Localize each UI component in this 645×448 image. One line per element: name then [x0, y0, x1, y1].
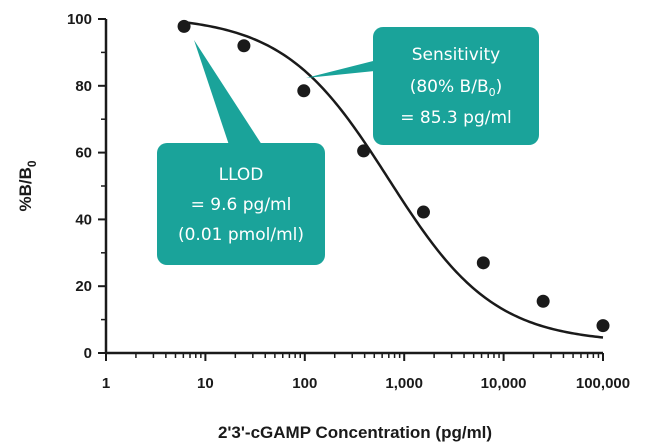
callout-llod-line2: = 9.6 pg/ml [191, 195, 292, 215]
callout-sensitivity-pointer [306, 58, 385, 78]
data-point [177, 19, 191, 33]
y-tick-label: 60 [75, 145, 92, 162]
callout-llod-line1: LLOD [219, 165, 264, 185]
tick-labels: 0 20 40 60 80 100 1 10 100 1,000 10,000 100,000 [67, 11, 630, 392]
x-tick-label: 100 [292, 375, 317, 392]
callout-sensitivity-line2: (80% B/B0) [410, 77, 503, 99]
data-point [476, 256, 490, 270]
callout-sensitivity-line3: = 85.3 pg/ml [400, 108, 512, 128]
y-tick-label: 80 [75, 78, 92, 95]
y-axis-title: %B/B0 [16, 160, 39, 211]
callout-sensitivity-box [373, 27, 539, 145]
callout-llod-pointer [194, 40, 264, 148]
x-tick-label: 1,000 [385, 375, 423, 392]
data-point [416, 205, 430, 219]
callout-llod-box [157, 143, 325, 265]
data-point [357, 144, 371, 158]
data-point [237, 39, 251, 53]
y-tick-label: 40 [75, 211, 92, 228]
data-point [596, 319, 610, 333]
x-tick-label: 1 [102, 375, 110, 392]
y-tick-label: 0 [84, 345, 92, 362]
callout-llod-line3: (0.01 pmol/ml) [178, 225, 304, 245]
data-point [297, 84, 311, 98]
callout-sensitivity: Sensitivity (80% B/B0) = 85.3 pg/ml [306, 27, 539, 145]
y-tick-label: 20 [75, 278, 92, 295]
x-axis-title: 2'3'-cGAMP Concentration (pg/ml) [218, 423, 492, 442]
data-point [536, 294, 550, 308]
fit-curve [183, 20, 604, 339]
y-tick-label: 100 [67, 11, 92, 28]
callout-sensitivity-line1: Sensitivity [412, 45, 501, 65]
x-tick-label: 10,000 [481, 375, 527, 392]
callout-llod: LLOD = 9.6 pg/ml (0.01 pmol/ml) [157, 40, 325, 265]
x-tick-label: 100,000 [576, 375, 630, 392]
data-points [177, 19, 610, 333]
ticks [98, 18, 604, 361]
x-tick-label: 10 [197, 375, 214, 392]
